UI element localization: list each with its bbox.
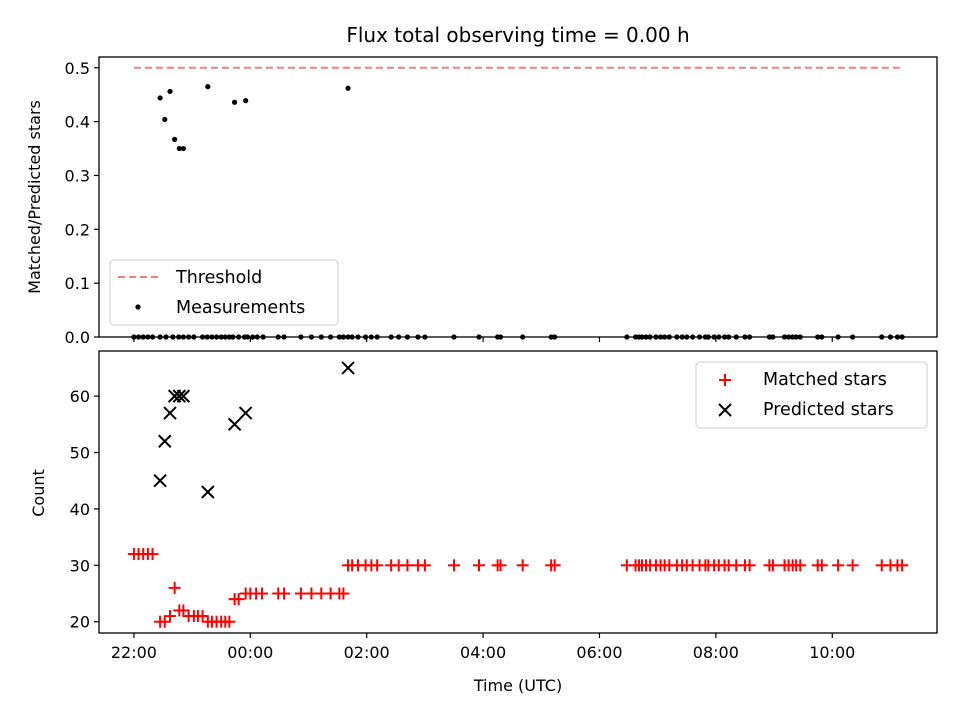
predicted-legend-marker xyxy=(718,403,732,417)
matched-star-point xyxy=(896,559,909,572)
matched-star-point xyxy=(815,559,828,572)
chart-title: Flux total observing time = 0.00 h xyxy=(346,23,689,47)
bottom-legend: Matched stars Predicted stars xyxy=(695,361,928,429)
matched-star-point xyxy=(294,587,307,600)
top-legend-box xyxy=(109,259,339,326)
x-axis-label: Time (UTC) xyxy=(473,676,562,695)
matched-star-point xyxy=(168,581,181,594)
matched-star-point xyxy=(794,559,807,572)
x-tick-label: 00:00 xyxy=(227,643,273,662)
bottom-y-tick-label: 30 xyxy=(70,556,90,575)
matched-star-point xyxy=(337,587,350,600)
top-y-tick-label: 0.2 xyxy=(65,220,90,239)
x-tick-label: 22:00 xyxy=(111,643,157,662)
predicted-star-stroke xyxy=(201,485,215,499)
predicted-star-stroke xyxy=(163,406,177,420)
bottom-axes-frame xyxy=(98,350,938,634)
predicted-star-point xyxy=(227,417,242,432)
matched-star-point xyxy=(371,559,384,572)
x-tick-label: 02:00 xyxy=(344,643,390,662)
x-tick-label: 06:00 xyxy=(576,643,622,662)
matched-star-point xyxy=(766,559,779,572)
matched-star-point xyxy=(473,559,486,572)
bottom-panel: Count Time (UTC) Matched stars Predicted… xyxy=(29,350,938,695)
predicted-star-stroke xyxy=(341,361,355,375)
predicted-star-point xyxy=(172,389,187,403)
predicted-star-stroke xyxy=(172,389,187,403)
predicted-star-point xyxy=(201,485,215,499)
bottom-y-tick-label: 20 xyxy=(70,613,90,632)
matched-legend-marker xyxy=(719,374,731,386)
bottom-y-tick-label: 50 xyxy=(70,444,90,463)
matched-star-point xyxy=(401,559,414,572)
measurement-point xyxy=(180,145,186,152)
measurements-legend-marker xyxy=(135,304,141,310)
top-y-tick-label: 0.1 xyxy=(65,274,90,293)
matched-star-point xyxy=(232,593,245,606)
matched-star-point xyxy=(516,559,529,572)
matched-star-point xyxy=(177,604,190,617)
matched-legend-label: Matched stars xyxy=(763,370,887,390)
measurement-point xyxy=(167,88,173,95)
predicted-star-point xyxy=(158,434,172,448)
predicted-star-stroke xyxy=(158,434,172,448)
matched-star-point xyxy=(494,559,507,572)
matched-star-point xyxy=(146,548,159,561)
x-tick-label: 10:00 xyxy=(809,643,855,662)
matched-star-point xyxy=(846,559,859,572)
top-axes-frame xyxy=(98,56,938,338)
matched-star-point xyxy=(418,559,431,572)
matched-star-point xyxy=(196,610,209,623)
matched-star-point xyxy=(447,559,460,572)
top-y-tick-label: 0.4 xyxy=(65,113,90,132)
threshold-legend-label: Threshold xyxy=(175,268,262,288)
x-tick-label: 04:00 xyxy=(460,643,506,662)
matched-star-point xyxy=(158,615,171,628)
bottom-y-tick-label: 40 xyxy=(70,500,90,519)
predicted-star-point xyxy=(176,389,191,403)
x-tick-label: 08:00 xyxy=(693,643,739,662)
measurement-point xyxy=(243,98,249,104)
matched-star-point xyxy=(255,587,268,600)
top-y-tick-label: 0.5 xyxy=(65,59,90,78)
measurements-legend-label: Measurements xyxy=(176,298,305,318)
predicted-star-stroke xyxy=(238,406,253,420)
predicted-star-point xyxy=(238,406,253,420)
predicted-star-stroke xyxy=(153,474,167,488)
measurement-point xyxy=(231,99,238,105)
predicted-star-point xyxy=(163,406,177,420)
predicted-star-point xyxy=(153,474,167,488)
measurement-point xyxy=(345,85,351,91)
top-panel: Matched/Predicted stars Threshold Measur… xyxy=(25,56,938,340)
measurement-point xyxy=(205,84,211,90)
measurement-point xyxy=(172,136,178,142)
bottom-y-axis-label: Count xyxy=(29,469,48,517)
matched-star-point xyxy=(223,615,236,628)
top-legend: Threshold Measurements xyxy=(109,259,339,326)
matched-star-point xyxy=(743,559,756,572)
bottom-y-tick-label: 60 xyxy=(70,387,90,406)
top-y-tick-label: 0.3 xyxy=(65,166,90,185)
top-y-tick-label: 0.0 xyxy=(65,328,90,347)
predicted-star-point xyxy=(341,361,355,375)
bottom-legend-box xyxy=(695,361,928,429)
matched-star-point xyxy=(163,610,176,623)
matched-star-point xyxy=(278,587,291,600)
top-y-axis-label: Matched/Predicted stars xyxy=(25,100,44,294)
measurement-point xyxy=(162,116,168,123)
measurement-point xyxy=(157,95,163,101)
predicted-legend-label: Predicted stars xyxy=(763,400,894,420)
predicted-star-stroke xyxy=(227,417,242,432)
matched-star-point xyxy=(548,559,561,572)
matched-star-point xyxy=(832,559,845,572)
predicted-star-stroke xyxy=(176,389,191,403)
measurement-point xyxy=(176,145,182,152)
